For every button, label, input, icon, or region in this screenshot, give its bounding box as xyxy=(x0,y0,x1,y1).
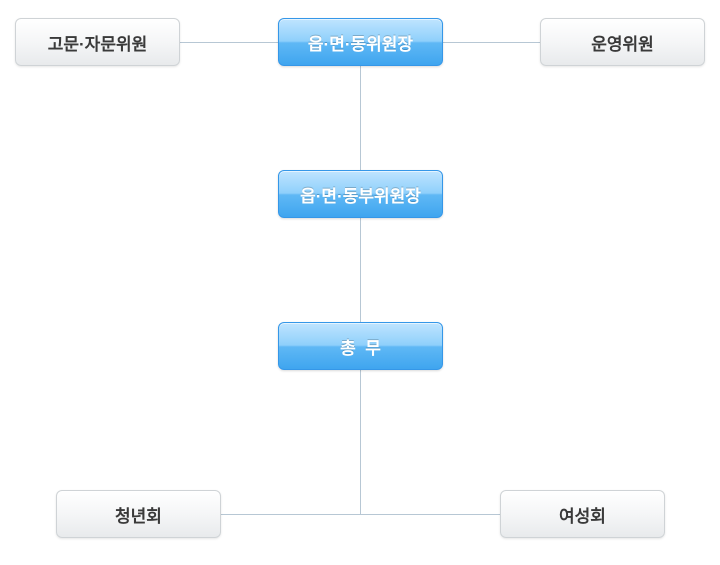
node-secretary-label: 총 무 xyxy=(340,334,381,359)
edge-chair-vicechair xyxy=(360,66,361,170)
edge-vicechair-secretary xyxy=(360,218,361,322)
node-youth-label: 청년회 xyxy=(115,502,162,527)
node-secretary: 총 무 xyxy=(278,322,443,370)
node-advisor: 고문·자문위원 xyxy=(15,18,180,66)
node-advisor-label: 고문·자문위원 xyxy=(48,30,148,55)
edge-secretary-split xyxy=(360,370,361,514)
node-youth: 청년회 xyxy=(56,490,221,538)
node-women: 여성회 xyxy=(500,490,665,538)
node-vicechair: 읍·면·동부위원장 xyxy=(278,170,443,218)
node-chair-label: 읍·면·동위원장 xyxy=(308,30,413,55)
node-women-label: 여성회 xyxy=(559,502,606,527)
node-chair: 읍·면·동위원장 xyxy=(278,18,443,66)
node-vicechair-label: 읍·면·동부위원장 xyxy=(300,182,421,207)
node-steering: 운영위원 xyxy=(540,18,705,66)
edge-advisor-chair xyxy=(180,42,278,43)
node-steering-label: 운영위원 xyxy=(591,30,654,55)
edge-split-women xyxy=(360,514,500,515)
edge-chair-steering xyxy=(443,42,540,43)
